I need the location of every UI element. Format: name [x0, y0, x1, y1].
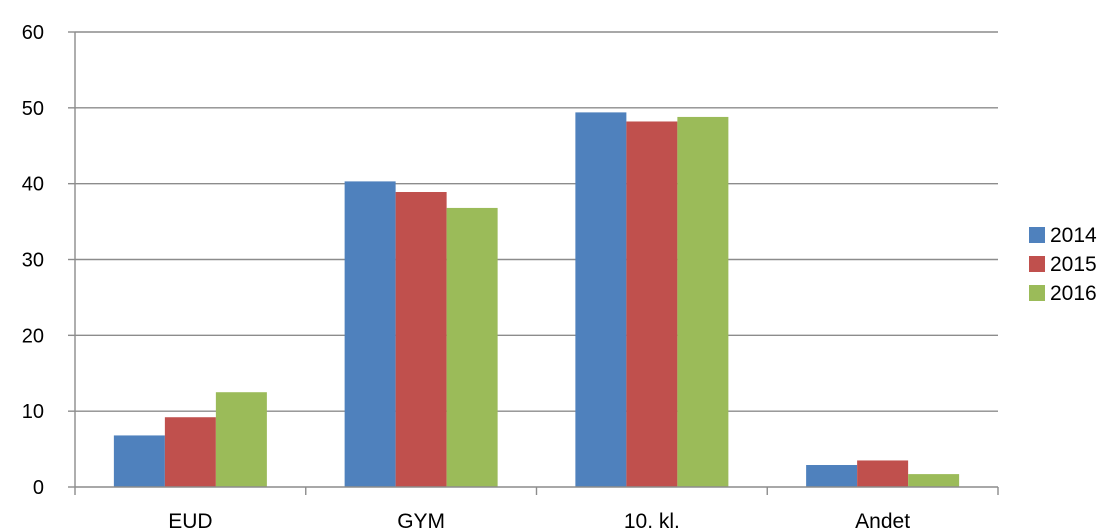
legend-swatch	[1029, 285, 1045, 301]
y-tick-label: 30	[22, 250, 44, 272]
bar	[626, 121, 678, 487]
bar	[113, 435, 165, 487]
y-tick-label: 10	[22, 401, 44, 423]
legend-label: 2015	[1050, 253, 1097, 276]
legend-swatch	[1029, 227, 1045, 243]
bar	[857, 460, 909, 487]
bar	[575, 112, 627, 487]
y-tick-label: 50	[22, 98, 44, 120]
y-axis-ticks: 0 10 20 30 40 50 60	[22, 22, 44, 499]
x-tick-label: 10. kl.	[624, 510, 680, 532]
legend-swatch	[1029, 256, 1045, 272]
x-tick-label: GYM	[397, 510, 445, 532]
bar	[215, 392, 267, 487]
y-tick-label: 20	[22, 325, 44, 347]
x-tick-label: EUD	[168, 510, 212, 532]
bar	[908, 474, 960, 487]
y-tick-label: 60	[22, 22, 44, 44]
bar	[806, 465, 858, 487]
y-tick-label: 0	[33, 477, 44, 499]
y-tick-label: 40	[22, 174, 44, 196]
x-axis-ticks: EUD GYM 10. kl. Andet	[74, 487, 999, 532]
bar	[677, 116, 729, 487]
legend-label: 2014	[1050, 224, 1097, 247]
bar	[164, 417, 216, 487]
x-tick-label: Andet	[855, 510, 910, 532]
legend-label: 2016	[1050, 282, 1097, 305]
bar	[395, 192, 447, 487]
legend: 2014 2015 2016	[1029, 224, 1097, 305]
bar	[446, 207, 498, 487]
bar	[344, 181, 396, 487]
bars	[113, 112, 960, 487]
